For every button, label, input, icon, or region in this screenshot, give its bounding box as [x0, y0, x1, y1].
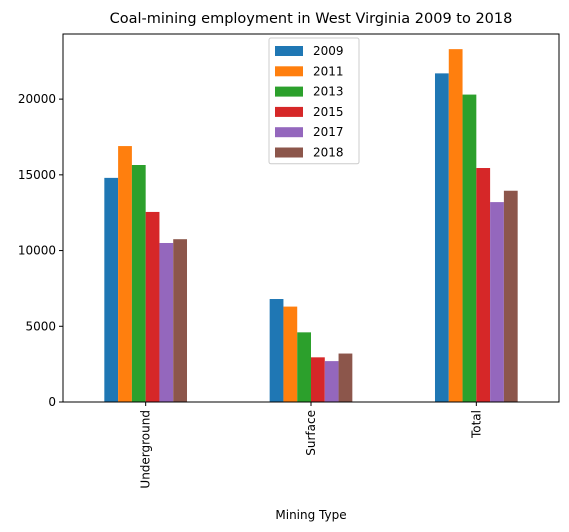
legend-swatch-2015 — [275, 106, 303, 117]
y-tick-label: 15000 — [18, 168, 56, 182]
bar-total-2009 — [434, 73, 449, 403]
bar-total-2013 — [462, 94, 477, 402]
plot-frame — [62, 33, 560, 403]
bar-underground-2018 — [173, 239, 188, 402]
y-tick-label: 0 — [48, 395, 56, 409]
x-axis-label: Mining Type — [275, 508, 346, 522]
legend-label-2009: 2009 — [313, 44, 344, 58]
bar-surface-2011 — [283, 306, 298, 402]
bar-underground-2017 — [159, 242, 174, 402]
y-tick-label: 20000 — [18, 92, 56, 106]
bar-surface-2015 — [311, 357, 325, 402]
legend-swatch-2017 — [275, 127, 303, 138]
chart-title: Coal-mining employment in West Virginia … — [110, 11, 513, 27]
bar-surface-2013 — [297, 332, 311, 402]
bars-group — [104, 49, 518, 403]
bar-underground-2013 — [131, 165, 146, 402]
bar-surface-2017 — [324, 361, 339, 402]
legend-label-2011: 2011 — [313, 64, 344, 78]
legend-swatch-2011 — [275, 66, 303, 77]
bar-total-2011 — [448, 49, 463, 402]
bar-underground-2015 — [145, 211, 160, 402]
x-tick-label: Total — [469, 410, 483, 439]
axes-group: Underground Surface Total 0 5000 10000 15000 20… — [18, 92, 484, 488]
bar-surface-2018 — [338, 353, 353, 402]
legend-label-2018: 2018 — [313, 146, 344, 160]
y-tick-label: 5000 — [25, 319, 56, 333]
legend-swatch-2009 — [275, 46, 303, 56]
bar-underground-2011 — [118, 146, 132, 402]
x-tick-label: Underground — [139, 410, 153, 489]
bar-total-2018 — [503, 190, 518, 402]
bar-total-2017 — [490, 202, 504, 402]
y-tick-label: 10000 — [18, 244, 56, 258]
x-tick-label: Surface — [304, 410, 318, 456]
legend-label-2013: 2013 — [313, 85, 344, 99]
legend-label-2017: 2017 — [313, 125, 344, 139]
bar-surface-2009 — [269, 299, 284, 402]
legend: 2009 2011 2013 2015 2017 2018 — [268, 37, 360, 165]
legend-swatch-2013 — [275, 86, 303, 97]
legend-label-2015: 2015 — [313, 105, 344, 119]
legend-swatch-2018 — [275, 147, 303, 158]
bar-underground-2009 — [104, 177, 119, 402]
bar-total-2015 — [476, 168, 491, 402]
